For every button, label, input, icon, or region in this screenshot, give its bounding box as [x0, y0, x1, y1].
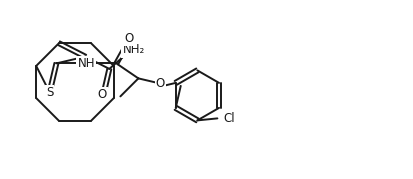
Text: O: O [97, 88, 107, 101]
Text: NH₂: NH₂ [123, 43, 145, 56]
Text: Cl: Cl [223, 112, 235, 125]
Text: NH: NH [78, 57, 95, 70]
Text: S: S [46, 86, 53, 99]
Text: O: O [156, 77, 165, 90]
Text: O: O [125, 32, 134, 45]
